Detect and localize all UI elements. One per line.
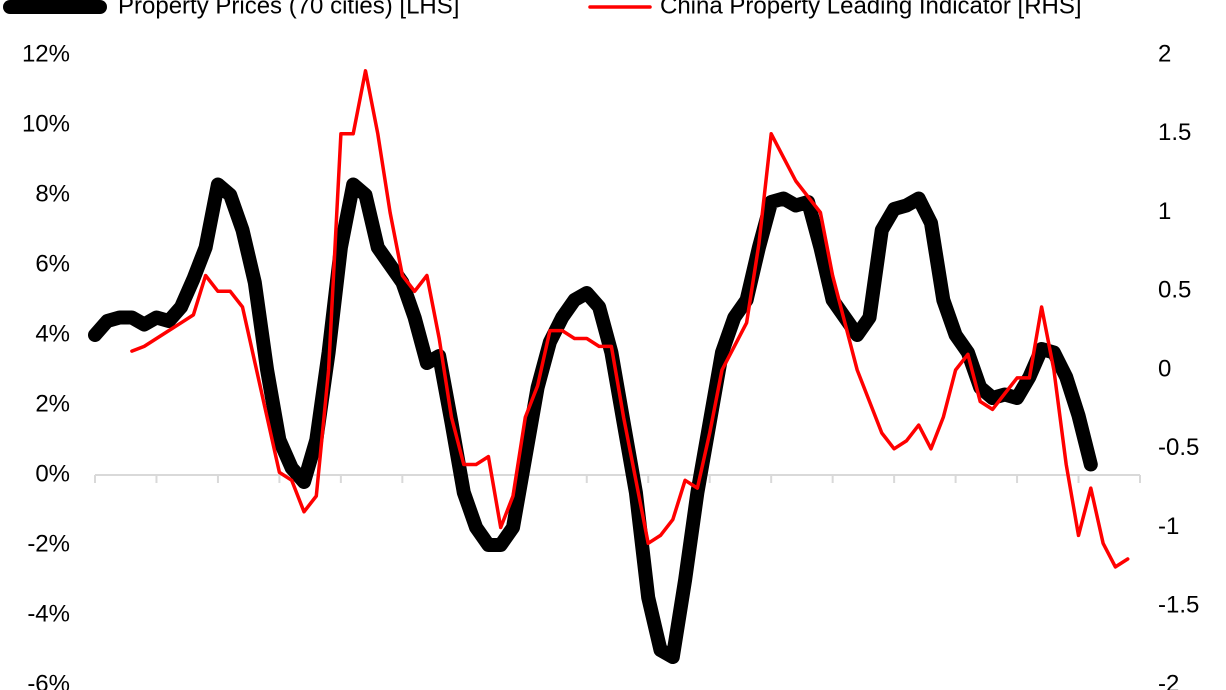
series-line: [88, 177, 1098, 664]
y-tick-label: -6%: [27, 670, 70, 690]
y-tick-label: -4%: [27, 600, 70, 627]
y-tick-label: -2%: [27, 530, 70, 557]
y2-tick-label: 1: [1158, 198, 1171, 225]
y-tick-label: 6%: [35, 250, 70, 277]
y2-tick-label: -0.5: [1158, 434, 1199, 461]
y2-tick-label: -1.5: [1158, 592, 1199, 619]
y2-tick-label: 0: [1158, 355, 1171, 382]
y2-tick-label: -2: [1158, 670, 1179, 690]
y-tick-label: 12%: [22, 40, 70, 67]
series-line: [130, 69, 1130, 569]
legend-label: Property Prices (70 cities) [LHS]: [118, 0, 459, 19]
y-tick-label: 8%: [35, 180, 70, 207]
y-tick-label: 0%: [35, 460, 70, 487]
y-tick-label: 2%: [35, 390, 70, 417]
y2-tick-label: 0.5: [1158, 277, 1191, 304]
y2-tick-label: -1: [1158, 513, 1179, 540]
legend-label: China Property Leading Indicator [RHS]: [660, 0, 1082, 19]
y2-tick-label: 1.5: [1158, 119, 1191, 146]
y-tick-label: 4%: [35, 320, 70, 347]
y2-tick-label: 2: [1158, 40, 1171, 67]
y-tick-label: 10%: [22, 110, 70, 137]
